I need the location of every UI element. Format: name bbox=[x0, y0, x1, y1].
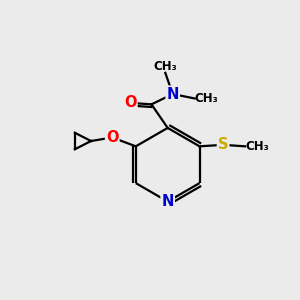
Text: S: S bbox=[218, 137, 228, 152]
Text: CH₃: CH₃ bbox=[195, 92, 218, 105]
Text: O: O bbox=[106, 130, 118, 145]
Text: CH₃: CH₃ bbox=[245, 140, 269, 153]
Text: O: O bbox=[124, 95, 136, 110]
Text: N: N bbox=[167, 87, 179, 102]
Text: CH₃: CH₃ bbox=[153, 60, 177, 73]
Text: N: N bbox=[161, 194, 174, 209]
